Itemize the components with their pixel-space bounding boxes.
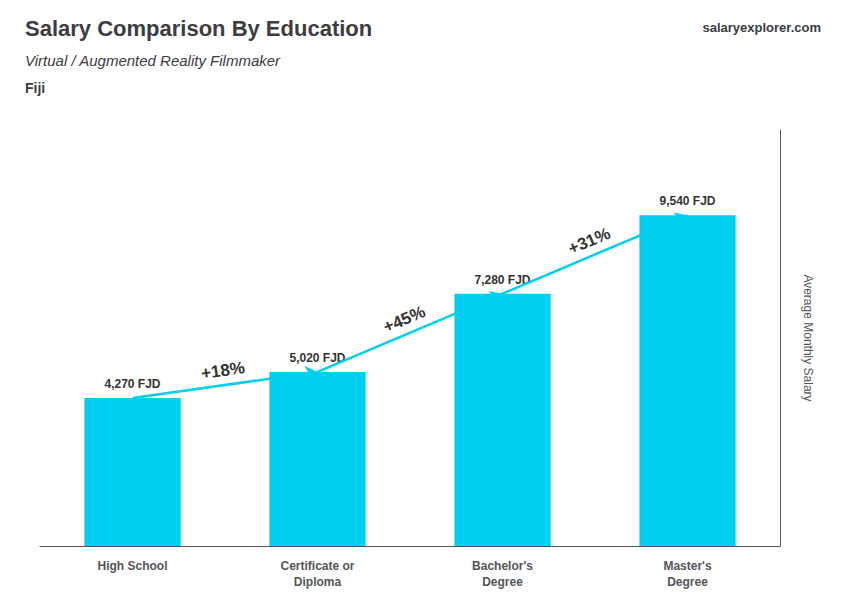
svg-text:Diploma: Diploma [294, 575, 342, 589]
svg-text:7,280 FJD: 7,280 FJD [474, 272, 531, 287]
svg-text:Fiji: Fiji [25, 80, 45, 96]
svg-text:Salary Comparison By Education: Salary Comparison By Education [25, 16, 372, 41]
svg-text:Certificate or: Certificate or [280, 559, 354, 573]
svg-text:Degree: Degree [667, 575, 708, 589]
svg-text:+31%: +31% [565, 224, 613, 259]
svg-text:Degree: Degree [482, 575, 523, 589]
svg-text:9,540 FJD: 9,540 FJD [659, 194, 715, 208]
svg-text:Master's: Master's [663, 559, 712, 573]
svg-text:+45%: +45% [380, 302, 428, 337]
svg-text:4,270 FJD: 4,270 FJD [104, 377, 160, 391]
svg-text:High School: High School [98, 559, 168, 573]
svg-text:5,020 FJD: 5,020 FJD [289, 351, 346, 365]
svg-text:Bachelor's: Bachelor's [472, 559, 533, 573]
svg-text:Average Monthly Salary: Average Monthly Salary [801, 274, 815, 401]
svg-text:+18%: +18% [200, 358, 246, 383]
svg-text:Virtual / Augmented Reality Fi: Virtual / Augmented Reality Filmmaker [25, 52, 281, 69]
svg-text:salaryexplorer.com: salaryexplorer.com [702, 20, 821, 35]
